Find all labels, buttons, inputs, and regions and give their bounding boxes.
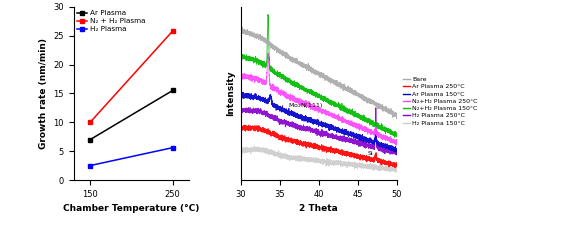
Ar Plasma <box>169 89 176 92</box>
Y-axis label: Growth rate (nm/min): Growth rate (nm/min) <box>39 38 48 149</box>
N2 + H2 Plasma <box>169 30 176 32</box>
Line: Ar Plasma: Ar Plasma <box>88 88 175 142</box>
Y-axis label: Intensity: Intensity <box>226 71 235 116</box>
Line: H2 Plasma: H2 Plasma <box>88 145 175 168</box>
Text: Mo$_2$N(111): Mo$_2$N(111) <box>287 101 323 110</box>
Legend: Bare, Ar Plasma 250°C, Ar Plasma 150°C, N₂+H₂ Plasma 250°C, N₂+H₂ Plasma 150°C, : Bare, Ar Plasma 250°C, Ar Plasma 150°C, … <box>403 77 478 126</box>
H2 Plasma <box>87 164 94 167</box>
Ar Plasma <box>87 138 94 141</box>
X-axis label: Chamber Temperature (°C): Chamber Temperature (°C) <box>64 204 200 213</box>
Line: N2 + H2 Plasma: N2 + H2 Plasma <box>88 29 175 125</box>
Text: Si: Si <box>367 151 373 156</box>
H2 Plasma <box>169 146 176 149</box>
N2 + H2 Plasma <box>87 121 94 124</box>
Legend: Ar Plasma, N₂ + H₂ Plasma, H₂ Plasma: Ar Plasma, N₂ + H₂ Plasma, H₂ Plasma <box>77 10 146 32</box>
X-axis label: 2 Theta: 2 Theta <box>299 204 338 213</box>
